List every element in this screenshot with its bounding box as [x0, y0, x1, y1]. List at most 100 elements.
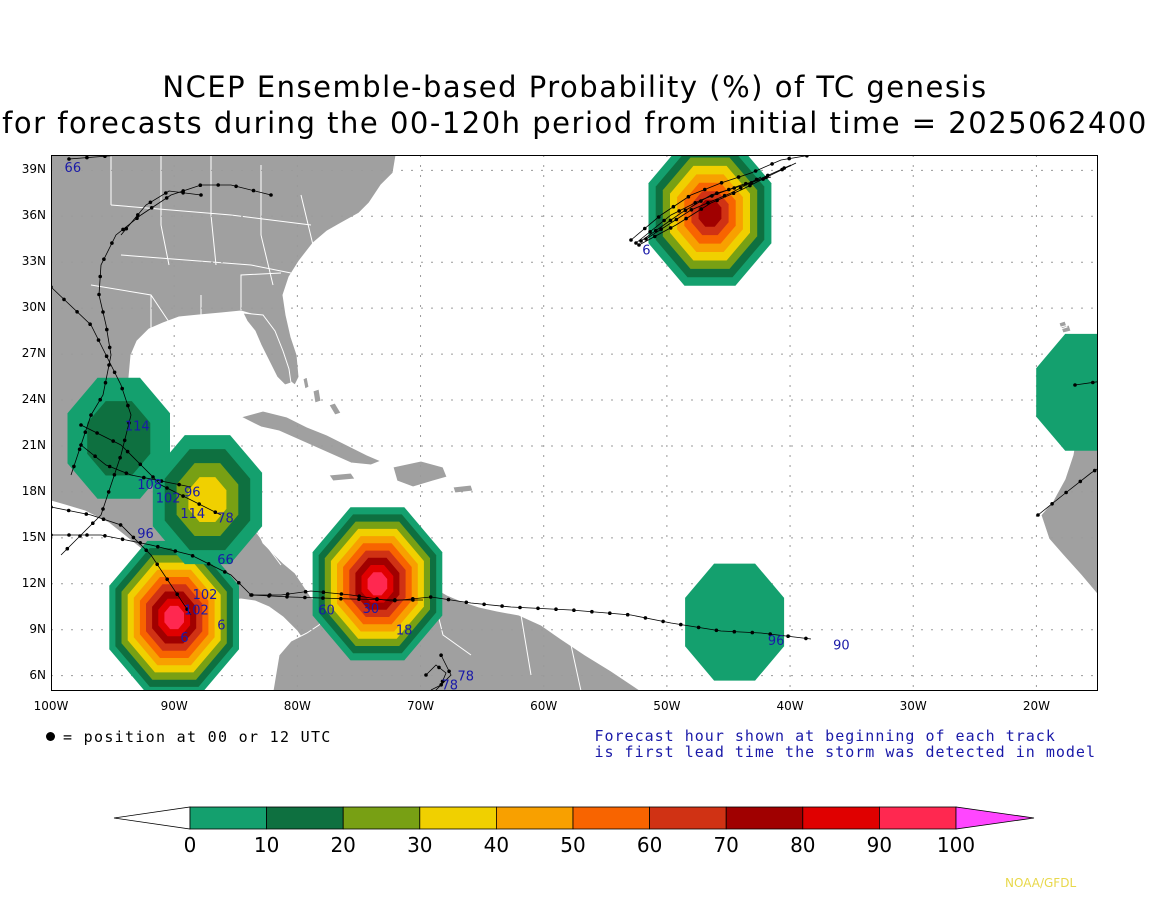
track-position-dot: [185, 607, 189, 611]
page-subtitle: for forecasts during the 00-120h period …: [2, 106, 1148, 140]
track-position-dot: [77, 447, 82, 452]
track-position-dot: [181, 494, 185, 498]
prob-contour-80: [698, 199, 722, 227]
track-position-dot: [89, 413, 93, 417]
track-position-dot: [223, 570, 227, 574]
track-position-dot: [749, 181, 754, 185]
track-hour-label: 18: [396, 623, 413, 638]
track-position-dot: [107, 464, 112, 469]
track-position-dot: [693, 201, 698, 205]
colorbar-tick-label: 30: [407, 833, 433, 857]
track-position-dot: [206, 562, 211, 566]
track-position-dot: [424, 673, 428, 677]
prob-contour-40: [188, 477, 227, 522]
track-position-dot: [748, 183, 752, 188]
track-position-dot: [608, 611, 612, 615]
track-position-dot: [686, 194, 691, 199]
track-position-dot: [107, 345, 112, 350]
track-position-dot: [107, 363, 111, 367]
track-position-dot: [177, 482, 181, 487]
track-position-dot: [411, 598, 415, 602]
colorbar-over-triangle: [955, 806, 1035, 830]
track-position-dot: [102, 257, 106, 261]
track-position-dot: [732, 629, 737, 634]
track-position-dot: [85, 155, 89, 160]
track-hour-label: 78: [457, 669, 474, 684]
track-position-dot: [251, 188, 256, 193]
track-position-dot: [671, 204, 676, 209]
track-position-dot: [699, 199, 703, 203]
track-position-dot: [72, 464, 76, 469]
track-position-dot: [237, 581, 241, 585]
track-position-dot: [101, 310, 105, 314]
track-position-dot: [500, 604, 504, 608]
track-position-dot: [715, 198, 719, 203]
lat-tick-label: 24N: [21, 392, 46, 407]
track-position-dot: [106, 490, 111, 494]
track-position-dot: [643, 616, 648, 620]
track-position-dot: [674, 217, 679, 222]
track-position-dot: [625, 612, 630, 617]
track-hour-label: 96: [137, 527, 154, 542]
prob-contour-20: [87, 401, 151, 476]
track-position-dot: [155, 562, 159, 567]
track-position-dot: [447, 669, 451, 674]
colorbar-under-triangle: [113, 806, 191, 830]
lat-tick-label: 33N: [21, 254, 46, 269]
track-position-dot: [303, 589, 308, 594]
colorbar-segment: [266, 806, 344, 830]
colorbar-tick-label: 60: [636, 833, 663, 857]
colorbar-segment: [725, 806, 804, 830]
track-position-dot: [175, 592, 179, 596]
track-position-dot: [753, 169, 758, 173]
track-position-dot: [103, 534, 107, 538]
forecast-hour-note: Forecast hour shown at beginning of each…: [594, 728, 1096, 760]
track-position-dot: [198, 183, 203, 187]
track-position-dot: [639, 239, 643, 243]
track-position-dot: [144, 548, 148, 552]
track-position-dot: [267, 594, 271, 598]
track-position-dot: [234, 184, 238, 189]
track-position-dot: [732, 186, 736, 190]
track-hour-label: 96: [768, 634, 785, 649]
track-position-dot: [662, 218, 666, 223]
track-position-dot: [706, 201, 710, 205]
track-position-dot: [699, 207, 704, 211]
track-hour-label: 60: [318, 603, 335, 618]
colorbar-tick-label: 100: [936, 833, 976, 857]
track-position-dot: [590, 609, 594, 614]
track-position-dot: [285, 595, 289, 599]
position-legend: = position at 00 or 12 UTC: [46, 728, 332, 746]
prob-contour-100: [164, 605, 184, 630]
genesis-area-sw-caribbean: [312, 507, 443, 661]
prob-contour-10: [685, 563, 785, 681]
track-position-dot: [101, 507, 105, 511]
track-hour-label: 6: [217, 619, 225, 634]
lat-tick-label: 12N: [21, 575, 46, 590]
track-position-dot: [213, 510, 218, 514]
track-hour-label: 6: [180, 631, 188, 646]
track-position-dot: [440, 679, 445, 684]
track-position-dot: [710, 194, 714, 198]
track-position-dot: [653, 234, 657, 239]
track-position-dot: [715, 191, 719, 195]
track-position-dot: [151, 475, 155, 479]
track-position-dot: [118, 455, 122, 460]
colorbar-tick-label: 50: [560, 833, 586, 857]
track-position-dot: [51, 533, 53, 537]
track-position-dot: [216, 183, 220, 187]
track-position-dot: [703, 187, 707, 192]
lat-tick-label: 15N: [21, 529, 46, 544]
genesis-area-honduras-gulf: [152, 435, 263, 565]
track-hour-label: 66: [217, 553, 234, 568]
track-position-dot: [780, 167, 784, 172]
track-position-dot: [683, 208, 688, 213]
track-position-dot: [112, 370, 117, 375]
track-position-dot: [164, 191, 168, 195]
track-position-dot: [67, 533, 71, 537]
land-hispaniola: [392, 460, 448, 488]
track-position-dot: [339, 596, 343, 601]
track-position-dot: [120, 386, 124, 391]
track-position-dot: [111, 439, 115, 443]
lat-tick-label: 36N: [21, 208, 46, 223]
